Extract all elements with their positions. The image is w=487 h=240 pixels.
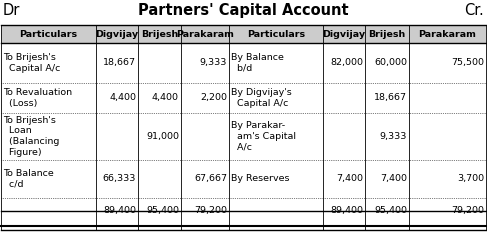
Bar (1, 25, 486, 43)
Text: To Revaluation
  (Loss): To Revaluation (Loss) (3, 88, 72, 108)
Text: Partners' Capital Account: Partners' Capital Account (138, 3, 349, 18)
Text: 9,333: 9,333 (200, 59, 227, 67)
Text: 95,400: 95,400 (374, 205, 407, 215)
Text: To Brijesh's
  Capital A/c: To Brijesh's Capital A/c (3, 53, 60, 73)
Text: Parakaram: Parakaram (176, 30, 234, 39)
Text: By Balance
  b/d: By Balance b/d (231, 53, 284, 73)
Text: 2,200: 2,200 (200, 93, 227, 102)
Text: Cr.: Cr. (464, 3, 484, 18)
Text: 7,400: 7,400 (336, 174, 363, 183)
Text: Particulars: Particulars (247, 30, 305, 39)
Text: Digvijay: Digvijay (322, 30, 366, 39)
Text: 3,700: 3,700 (457, 174, 484, 183)
Text: Dr: Dr (3, 3, 20, 18)
Text: 66,333: 66,333 (103, 174, 136, 183)
Text: By Reserves: By Reserves (231, 174, 289, 183)
Text: 18,667: 18,667 (103, 59, 136, 67)
Text: 4,400: 4,400 (109, 93, 136, 102)
Text: By Parakar-
  am's Capital
  A/c: By Parakar- am's Capital A/c (231, 121, 296, 151)
Text: Particulars: Particulars (19, 30, 77, 39)
Text: 4,400: 4,400 (152, 93, 179, 102)
Text: 18,667: 18,667 (374, 93, 407, 102)
Text: Parakaram: Parakaram (418, 30, 476, 39)
Text: 89,400: 89,400 (103, 205, 136, 215)
Text: Brijesh: Brijesh (368, 30, 406, 39)
Text: Digvijay: Digvijay (95, 30, 139, 39)
Text: 91,000: 91,000 (146, 132, 179, 141)
Text: 79,200: 79,200 (451, 205, 484, 215)
Text: 82,000: 82,000 (330, 59, 363, 67)
Text: 79,200: 79,200 (194, 205, 227, 215)
Text: Brijesh: Brijesh (141, 30, 178, 39)
Text: To Brijesh's
  Loan
  (Balancing
  Figure): To Brijesh's Loan (Balancing Figure) (3, 116, 59, 157)
Text: By Digvijay's
  Capital A/c: By Digvijay's Capital A/c (231, 88, 292, 108)
Text: 60,000: 60,000 (374, 59, 407, 67)
Text: To Balance
  c/d: To Balance c/d (3, 169, 54, 189)
Text: 89,400: 89,400 (330, 205, 363, 215)
Text: 7,400: 7,400 (380, 174, 407, 183)
Text: 67,667: 67,667 (194, 174, 227, 183)
Text: 75,500: 75,500 (451, 59, 484, 67)
Text: 95,400: 95,400 (146, 205, 179, 215)
Text: 9,333: 9,333 (380, 132, 407, 141)
